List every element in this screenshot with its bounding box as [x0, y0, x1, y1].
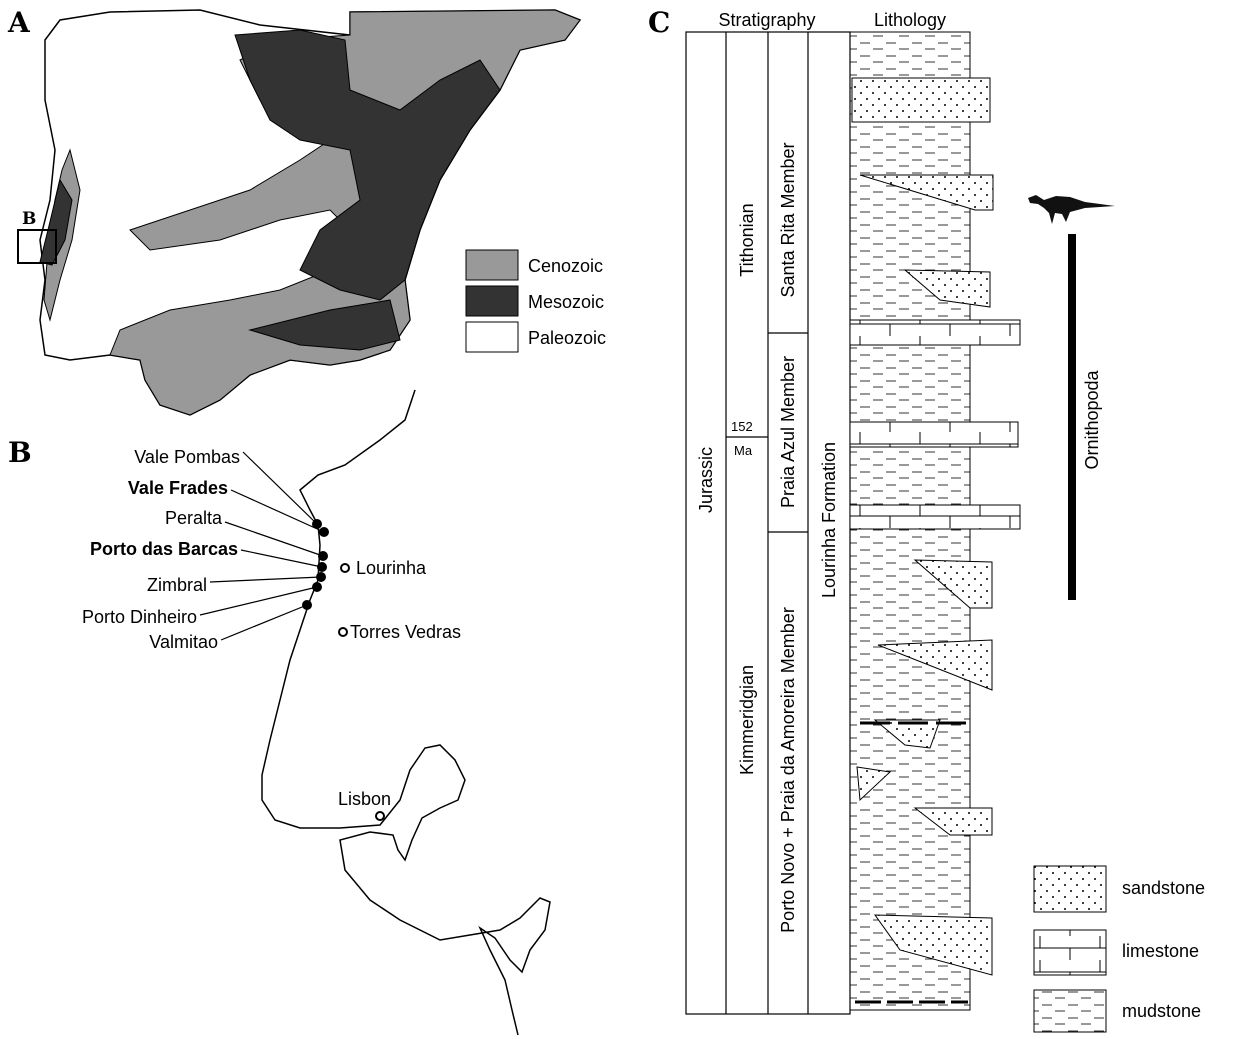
- limestone-bed: [850, 320, 1020, 345]
- lithology-column: [850, 32, 1020, 1010]
- town-label: Torres Vedras: [350, 622, 461, 642]
- locality-label: Peralta: [165, 508, 223, 528]
- town-label: Lisbon: [338, 789, 391, 809]
- system-label: Jurassic: [696, 447, 716, 513]
- range-bar: [1068, 234, 1076, 600]
- range-label: Ornithopoda: [1082, 369, 1102, 469]
- leader-line: [210, 577, 321, 582]
- column-header: Lithology: [874, 10, 946, 30]
- locality-label: Vale Frades: [128, 478, 228, 498]
- legend-swatch: [1034, 866, 1106, 912]
- member-label: Praia Azul Member: [778, 356, 798, 508]
- age-label: 152: [731, 419, 753, 434]
- limestone-bed: [850, 505, 1020, 529]
- column-header: Stratigraphy: [718, 10, 815, 30]
- town-label: Lourinha: [356, 558, 427, 578]
- legend-label: Paleozoic: [528, 328, 606, 348]
- legend-label: Mesozoic: [528, 292, 604, 312]
- coast-map: Vale Pombas Vale Frades Peralta Porto da…: [82, 390, 550, 1035]
- locality-label: Valmitao: [149, 632, 218, 652]
- panel-label: A: [7, 6, 31, 39]
- iberia-map: B: [18, 10, 580, 415]
- locality-label: Zimbral: [147, 575, 207, 595]
- stage-label: Kimmeridgian: [737, 665, 757, 775]
- legend-swatch: [1034, 990, 1106, 1032]
- coastline: [262, 390, 550, 1035]
- taxon-range: Ornithopoda: [1028, 195, 1115, 600]
- locality-label: Vale Pombas: [134, 447, 240, 467]
- leader-line: [243, 452, 317, 524]
- member-label: Santa Rita Member: [778, 142, 798, 297]
- town-marker: [339, 628, 347, 636]
- leader-line: [200, 587, 317, 615]
- formation-label: Lourinha Formation: [819, 442, 839, 598]
- body: A B C B Cenozoic Mesozoic Paleozoic Vale…: [0, 0, 1238, 1039]
- member-label: Porto Novo + Praia da Amoreira Member: [778, 607, 798, 933]
- panel-label: C: [648, 6, 670, 39]
- leader-line: [241, 550, 322, 567]
- figure: A B C B Cenozoic Mesozoic Paleozoic Vale…: [0, 0, 1238, 1039]
- leader-line: [221, 605, 307, 640]
- town-marker: [341, 564, 349, 572]
- map-legend: Cenozoic Mesozoic Paleozoic: [466, 250, 606, 352]
- legend-label: mudstone: [1122, 1001, 1201, 1021]
- sandstone-bed: [852, 78, 990, 122]
- stage-label: Tithonian: [737, 203, 757, 276]
- legend-label: sandstone: [1122, 878, 1205, 898]
- page: Figure {"panels": {"a": "A", "b": "B", "…: [0, 0, 1238, 1039]
- locality-label: Porto Dinheiro: [82, 607, 197, 627]
- legend-label: Cenozoic: [528, 256, 603, 276]
- age-unit: Ma: [734, 443, 753, 458]
- lithology-legend: sandstone limestone mudstone: [1034, 866, 1205, 1032]
- legend-label: limestone: [1122, 941, 1199, 961]
- leader-line: [225, 522, 323, 556]
- legend-swatch: [466, 322, 518, 352]
- locality-label: Porto das Barcas: [90, 539, 238, 559]
- legend-swatch: [1034, 930, 1106, 975]
- legend-swatch: [466, 250, 518, 280]
- legend-swatch: [466, 286, 518, 316]
- limestone-bed: [850, 422, 1018, 447]
- town-marker: [376, 812, 384, 820]
- inset-label: B: [22, 209, 36, 229]
- locality-dots: [302, 519, 329, 610]
- panel-label: B: [8, 436, 32, 469]
- dinosaur-silhouette: [1028, 195, 1115, 224]
